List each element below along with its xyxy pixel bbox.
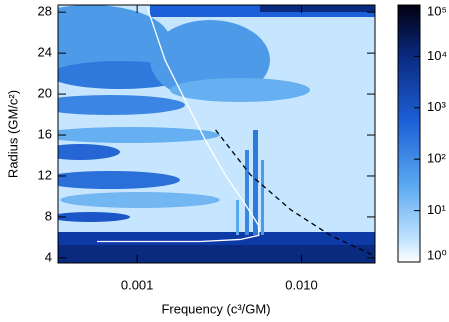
colorbar-tick-label: 10³ [427,99,446,114]
y-tick-label: 20 [38,86,52,101]
colorbar-tick-label: 10⁵ [427,3,447,18]
y-axis-label: Radius (GM/c²) [5,90,20,178]
model-curve [97,6,260,243]
colorbar-tick-label: 10⁴ [427,48,447,63]
model-curve [215,129,373,256]
y-tick-label: 24 [38,45,52,60]
heatmap [58,5,375,263]
plot-frame [57,4,376,264]
y-tick-label: 8 [45,208,52,223]
y-tick-label: 4 [45,249,52,264]
x-tick-label: 0.001 [121,277,154,292]
y-tick-label: 12 [38,167,52,182]
x-tick-label: 0.010 [285,277,318,292]
colorbar [397,4,421,263]
x-axis-label: Frequency (c³/GM) [161,301,270,316]
y-tick-label: 16 [38,126,52,141]
y-tick-label: 28 [38,4,52,19]
colorbar-tick-label: 10⁰ [427,247,447,262]
colorbar-tick-label: 10¹ [427,202,446,217]
colorbar-tick-label: 10² [427,151,446,166]
